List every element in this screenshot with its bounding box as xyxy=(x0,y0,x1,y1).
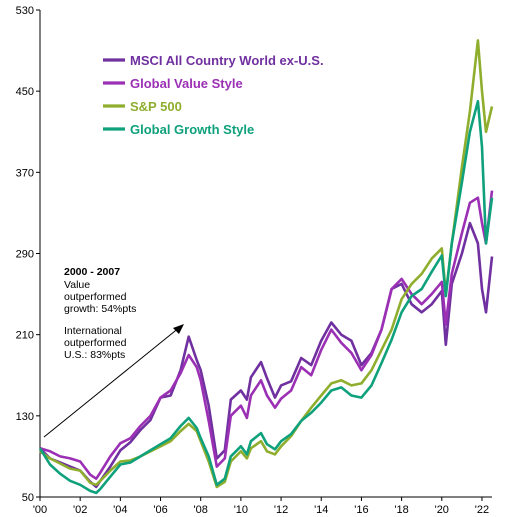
annotation-intl-line-1: International xyxy=(64,325,122,337)
annotation-arrowhead xyxy=(173,324,184,334)
legend-label: MSCI All Country World ex-U.S. xyxy=(130,53,324,68)
annotation-value-line-3: growth: 54%pts xyxy=(64,303,136,315)
x-tick-label: '02 xyxy=(73,504,87,516)
series-lines xyxy=(38,39,494,495)
y-tick-label: 50 xyxy=(22,492,34,504)
series-line-1 xyxy=(39,190,494,480)
x-tick-label: '14 xyxy=(314,504,328,516)
x-tick-label: '04 xyxy=(113,504,127,516)
x-axis-ticks: '00 '02 '04 '06 '08 '10 '12 '14 '16 '18 '20 '22 xyxy=(33,497,489,516)
y-tick-label: 450 xyxy=(16,86,34,98)
series-line-0 xyxy=(39,221,494,489)
x-tick-label: '18 xyxy=(394,504,408,516)
x-tick-label: '20 xyxy=(435,504,449,516)
x-tick-label: '10 xyxy=(234,504,248,516)
annotation: 2000 - 2007 Value outperformed growth: 5… xyxy=(43,266,184,438)
annotation-period: 2000 - 2007 xyxy=(64,266,120,278)
y-tick-label: 290 xyxy=(16,249,34,261)
x-tick-label: '06 xyxy=(153,504,167,516)
y-tick-label: 210 xyxy=(16,330,34,342)
series-line-2 xyxy=(39,39,494,489)
y-axis-ticks: 50 130 210 290 370 450 530 xyxy=(16,5,40,504)
legend-label: Global Value Style xyxy=(130,76,243,91)
y-tick-label: 130 xyxy=(16,411,34,423)
y-tick-label: 530 xyxy=(16,5,34,17)
legend-label: S&P 500 xyxy=(130,99,182,114)
y-tick-label: 370 xyxy=(16,167,34,179)
x-tick-label: '12 xyxy=(274,504,288,516)
annotation-value-line-2: outperformed xyxy=(64,291,127,303)
legend: MSCI All Country World ex-U.S. Global Val… xyxy=(103,53,324,137)
annotation-value-line-1: Value xyxy=(64,279,90,291)
annotation-intl-line-2: outperformed xyxy=(64,337,127,349)
x-tick-label: '08 xyxy=(194,504,208,516)
annotation-arrow xyxy=(43,326,181,438)
x-tick-label: '22 xyxy=(475,504,489,516)
legend-label: Global Growth Style xyxy=(130,122,254,137)
x-tick-label: '16 xyxy=(354,504,368,516)
x-tick-label: '00 xyxy=(33,504,47,516)
annotation-intl-line-3: U.S.: 83%pts xyxy=(64,349,125,361)
series-line-3 xyxy=(38,100,494,495)
